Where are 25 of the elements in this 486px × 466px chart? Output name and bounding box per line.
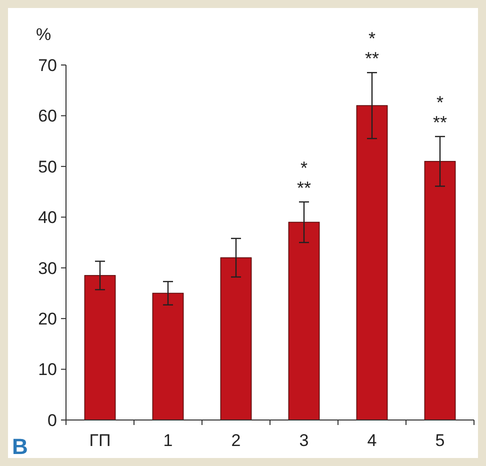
- y-axis-title: %: [36, 25, 52, 44]
- y-tick-label: 50: [38, 157, 57, 176]
- bar: [84, 275, 116, 420]
- bar: [152, 292, 184, 420]
- annotation: * **: [364, 28, 380, 69]
- y-tick-label: 60: [38, 106, 57, 126]
- y-tick-label: 40: [38, 208, 57, 228]
- bar: [424, 160, 456, 420]
- annotation: * **: [432, 92, 448, 133]
- text: B: [12, 434, 28, 459]
- x-tick-label: 5: [435, 431, 445, 450]
- y-tick-label: 10: [38, 360, 57, 380]
- bar: [356, 105, 388, 420]
- y-tick-label: 0: [48, 410, 57, 430]
- annotation: * **: [296, 158, 312, 198]
- y-tick-label: 20: [38, 310, 57, 329]
- x-tick-label: 3: [299, 431, 309, 450]
- y-tick-label: 70: [38, 56, 57, 75]
- x-tick-label: ГП: [89, 431, 111, 450]
- bar: [220, 257, 252, 420]
- x-tick-label: 4: [367, 431, 377, 450]
- y-tick-label: 30: [38, 258, 57, 278]
- x-tick-label: 2: [231, 431, 241, 450]
- bar: [288, 222, 320, 420]
- x-tick-label: 1: [163, 431, 173, 450]
